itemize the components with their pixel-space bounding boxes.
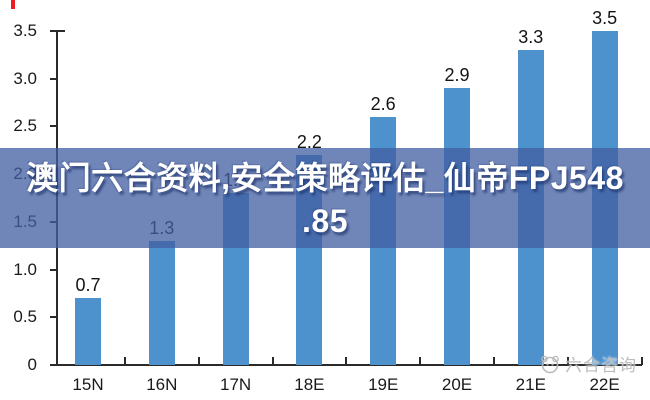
y-tick-mark bbox=[50, 268, 57, 271]
y-tick-label: 0.5 bbox=[13, 307, 37, 327]
y-tick-label: 2.5 bbox=[13, 116, 37, 136]
watermark-label: 六合咨询 bbox=[565, 356, 637, 375]
y-tick-label: 3.5 bbox=[13, 21, 37, 40]
x-category-label: 19E bbox=[368, 375, 399, 394]
x-tick-mark bbox=[345, 357, 348, 365]
bar-value-label: 0.7 bbox=[75, 275, 101, 296]
y-axis-end-tick bbox=[56, 30, 65, 32]
x-tick-mark bbox=[271, 357, 274, 365]
x-category-label: 22E bbox=[589, 375, 620, 394]
bar-value-label: 2.6 bbox=[370, 93, 396, 114]
x-category-label: 18E bbox=[294, 375, 325, 394]
x-tick-mark bbox=[566, 357, 569, 365]
x-tick-mark bbox=[419, 357, 422, 365]
y-tick-mark bbox=[50, 364, 57, 366]
x-category-label: 21E bbox=[515, 375, 546, 394]
banner-title-line1: 澳门六合资料,安全策略评估_仙帝FPJ548 bbox=[26, 160, 624, 196]
x-tick-mark bbox=[197, 357, 200, 365]
bar-value-label: 2.9 bbox=[444, 65, 470, 86]
x-tick-mark bbox=[640, 357, 643, 365]
y-tick-label: 3.0 bbox=[13, 68, 37, 88]
banner-title-line2: .85 bbox=[302, 203, 348, 239]
x-axis-line bbox=[56, 364, 642, 366]
x-category-label: 16N bbox=[146, 375, 178, 394]
y-tick-label: 1.0 bbox=[13, 259, 37, 279]
title-banner: 澳门六合资料,安全策略评估_仙帝FPJ548 .85 bbox=[0, 148, 650, 248]
bar-value-label: 2.2 bbox=[296, 132, 322, 153]
bar bbox=[148, 240, 175, 365]
y-tick-mark bbox=[50, 30, 57, 32]
x-category-label: 20E bbox=[441, 375, 473, 394]
y-tick-mark bbox=[50, 125, 57, 128]
y-tick-label: 0 bbox=[27, 355, 37, 374]
x-tick-mark bbox=[492, 357, 495, 365]
x-category-label: 15N bbox=[72, 375, 104, 394]
bar-value-label: 3.5 bbox=[592, 8, 618, 28]
watermark-logo-icon bbox=[541, 355, 559, 373]
y-tick-mark bbox=[50, 316, 57, 319]
bar-value-label: 3.3 bbox=[518, 27, 544, 48]
watermark: 六合咨询 bbox=[538, 351, 637, 376]
bar bbox=[75, 298, 101, 365]
x-tick-mark bbox=[123, 357, 126, 365]
red-artifact-mark bbox=[11, 0, 15, 9]
x-category-label: 17N bbox=[220, 375, 252, 394]
y-tick-mark bbox=[50, 77, 57, 80]
